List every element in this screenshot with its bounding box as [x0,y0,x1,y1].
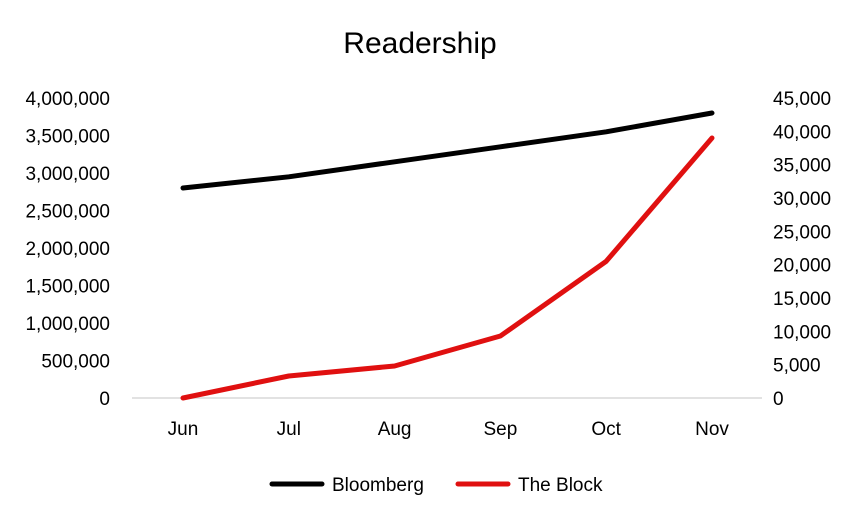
left-tick-label: 4,000,000 [25,89,110,110]
bloomberg-line [180,110,715,191]
x-tick-label: Jun [168,419,199,440]
right-tick-label: 15,000 [773,289,831,310]
left-tick-label: 1,500,000 [25,277,110,298]
left-tick-label: 3,500,000 [25,127,110,148]
right-tick-label: 45,000 [773,89,831,110]
left-axis: 0 500,000 1,000,000 1,500,000 2,000,000 2,500… [25,89,110,410]
left-tick-label: 2,000,000 [25,239,110,260]
chart-title: Readership [343,27,496,60]
left-tick-label: 2,500,000 [25,202,110,223]
x-tick-label: Nov [695,419,729,440]
left-tick-label: 3,000,000 [25,164,110,185]
right-tick-label: 25,000 [773,222,831,243]
x-tick-label: Sep [483,419,517,440]
right-axis: 0 5,000 10,000 15,000 20,000 25,000 30,000 35,0… [773,89,831,410]
right-tick-label: 35,000 [773,156,831,177]
legend-label-the-block: The Block [518,475,603,496]
left-tick-label: 0 [99,389,110,410]
right-tick-label: 5,000 [773,356,821,377]
legend: Bloomberg The Block [269,475,603,496]
x-tick-label: Jul [277,419,301,440]
the-block-line [180,135,715,401]
left-tick-label: 500,000 [41,352,110,373]
x-tick-label: Aug [378,419,412,440]
right-tick-label: 0 [773,389,784,410]
left-tick-label: 1,000,000 [25,314,110,335]
right-tick-label: 20,000 [773,256,831,277]
x-axis: Jun Jul Aug Sep Oct Nov [168,419,730,440]
right-tick-label: 30,000 [773,189,831,210]
series-lines [180,110,715,401]
x-tick-label: Oct [591,419,621,440]
right-tick-label: 40,000 [773,122,831,143]
legend-label-bloomberg: Bloomberg [332,475,424,496]
right-tick-label: 10,000 [773,322,831,343]
